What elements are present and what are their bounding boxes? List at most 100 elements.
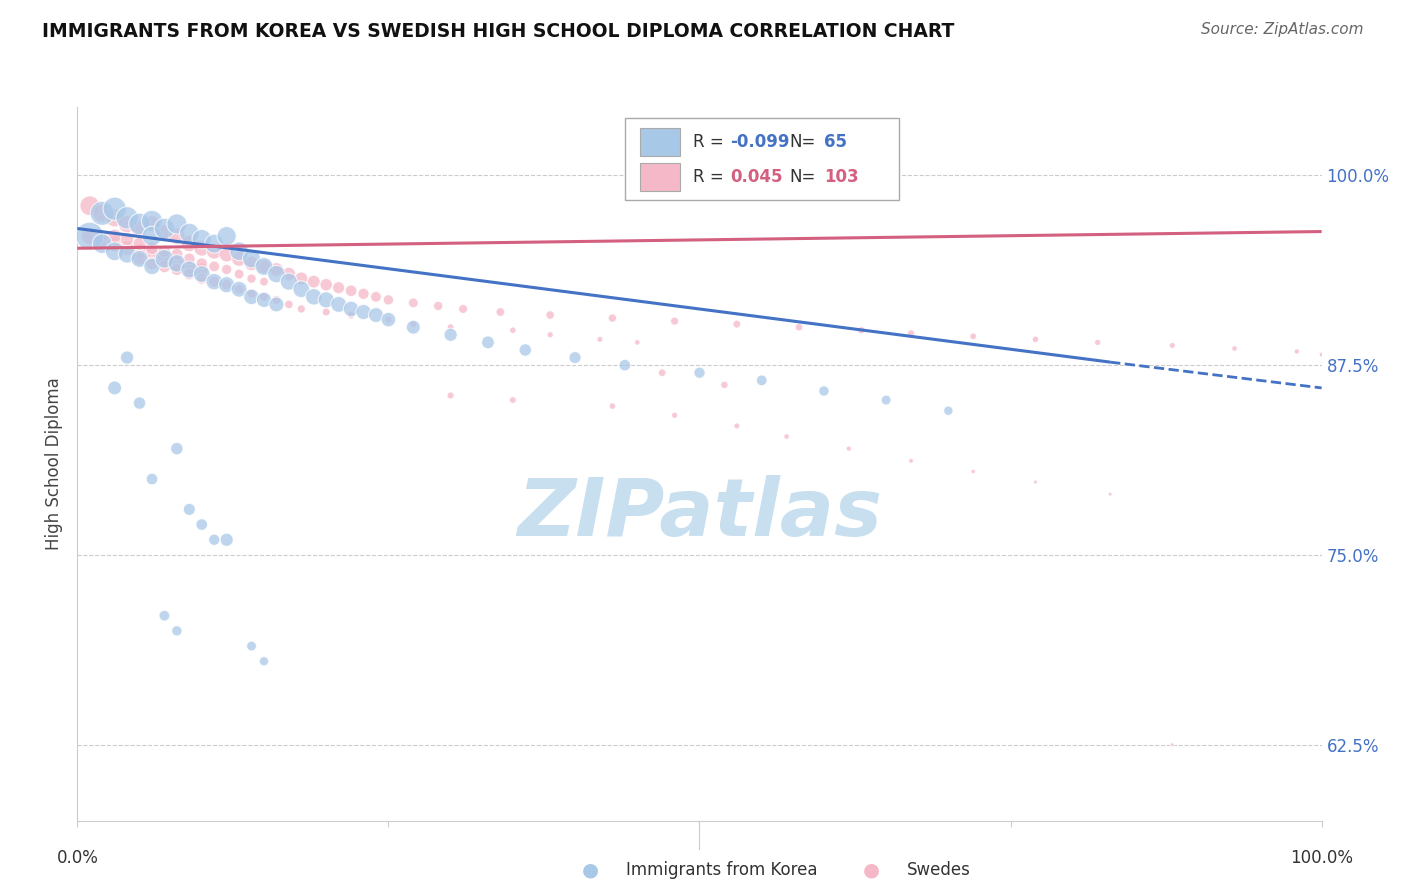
Point <box>115 241 138 255</box>
Point <box>290 282 312 296</box>
Point <box>451 301 474 316</box>
Point <box>277 275 299 289</box>
Text: ZIPatlas: ZIPatlas <box>517 475 882 553</box>
Point <box>215 533 238 547</box>
Point <box>141 247 163 261</box>
Point <box>253 275 276 289</box>
Point <box>166 217 188 231</box>
Point <box>253 260 276 274</box>
Point <box>179 262 201 277</box>
Point <box>402 317 425 331</box>
Point <box>228 267 250 281</box>
Point <box>962 465 984 479</box>
Point <box>128 252 150 266</box>
Point <box>215 247 238 261</box>
Point <box>191 262 214 277</box>
Text: ●: ● <box>863 860 880 880</box>
Point <box>215 277 238 292</box>
Point <box>266 293 288 307</box>
Y-axis label: High School Diploma: High School Diploma <box>45 377 63 550</box>
Point <box>104 229 127 244</box>
Point <box>141 241 163 255</box>
Point <box>1310 347 1333 361</box>
Text: R =: R = <box>693 133 724 151</box>
Point <box>166 442 188 456</box>
Point <box>538 327 561 342</box>
Point <box>613 358 636 372</box>
Point <box>91 206 114 220</box>
Point <box>153 244 176 259</box>
Point <box>128 244 150 259</box>
Point <box>315 277 337 292</box>
Point <box>179 236 201 251</box>
Point <box>377 312 399 326</box>
Text: Swedes: Swedes <box>907 861 970 879</box>
Point <box>166 256 188 270</box>
Point <box>1024 332 1046 346</box>
Point <box>315 293 337 307</box>
Point <box>277 267 299 281</box>
Point <box>440 320 463 334</box>
Point <box>240 639 263 653</box>
Point <box>141 217 163 231</box>
Point <box>962 329 984 343</box>
Point <box>377 312 399 326</box>
Text: 103: 103 <box>824 168 859 186</box>
Point <box>725 317 748 331</box>
Text: N=: N= <box>789 133 815 151</box>
Point <box>364 290 387 304</box>
Point <box>1024 475 1046 489</box>
Point <box>266 297 288 311</box>
Point <box>838 442 860 456</box>
Point <box>115 247 138 261</box>
Point <box>91 206 114 220</box>
Point <box>253 290 276 304</box>
Text: N=: N= <box>789 168 815 186</box>
Point <box>115 217 138 231</box>
Point <box>328 281 350 295</box>
Point <box>91 232 114 246</box>
Point <box>128 221 150 235</box>
FancyBboxPatch shape <box>640 128 679 155</box>
Text: IMMIGRANTS FROM KOREA VS SWEDISH HIGH SCHOOL DIPLOMA CORRELATION CHART: IMMIGRANTS FROM KOREA VS SWEDISH HIGH SC… <box>42 22 955 41</box>
Point <box>153 226 176 240</box>
Point <box>477 335 499 350</box>
Point <box>191 517 214 532</box>
Text: Immigrants from Korea: Immigrants from Korea <box>626 861 817 879</box>
Point <box>215 262 238 277</box>
Point <box>290 271 312 285</box>
Point <box>166 256 188 270</box>
Point <box>1223 342 1246 356</box>
Point <box>228 282 250 296</box>
Point <box>128 236 150 251</box>
Point <box>191 267 214 281</box>
Point <box>900 326 922 341</box>
Point <box>502 323 524 337</box>
Point <box>215 277 238 292</box>
Point <box>725 418 748 433</box>
Point <box>340 284 363 298</box>
Point <box>191 271 214 285</box>
Point <box>91 236 114 251</box>
Point <box>589 332 612 346</box>
Point <box>191 232 214 246</box>
Point <box>253 260 276 274</box>
Point <box>191 256 214 270</box>
Point <box>266 262 288 277</box>
Point <box>290 301 312 316</box>
Point <box>489 305 512 319</box>
Point <box>240 256 263 270</box>
Point <box>813 384 835 398</box>
Point <box>228 282 250 296</box>
Point <box>564 351 586 365</box>
Point <box>1087 335 1109 350</box>
Point <box>502 393 524 408</box>
Point <box>166 624 188 638</box>
Point <box>302 290 325 304</box>
Point <box>79 229 101 244</box>
FancyBboxPatch shape <box>640 163 679 191</box>
Point <box>215 229 238 244</box>
Point <box>253 293 276 307</box>
Text: 65: 65 <box>824 133 846 151</box>
Point <box>1285 344 1308 359</box>
